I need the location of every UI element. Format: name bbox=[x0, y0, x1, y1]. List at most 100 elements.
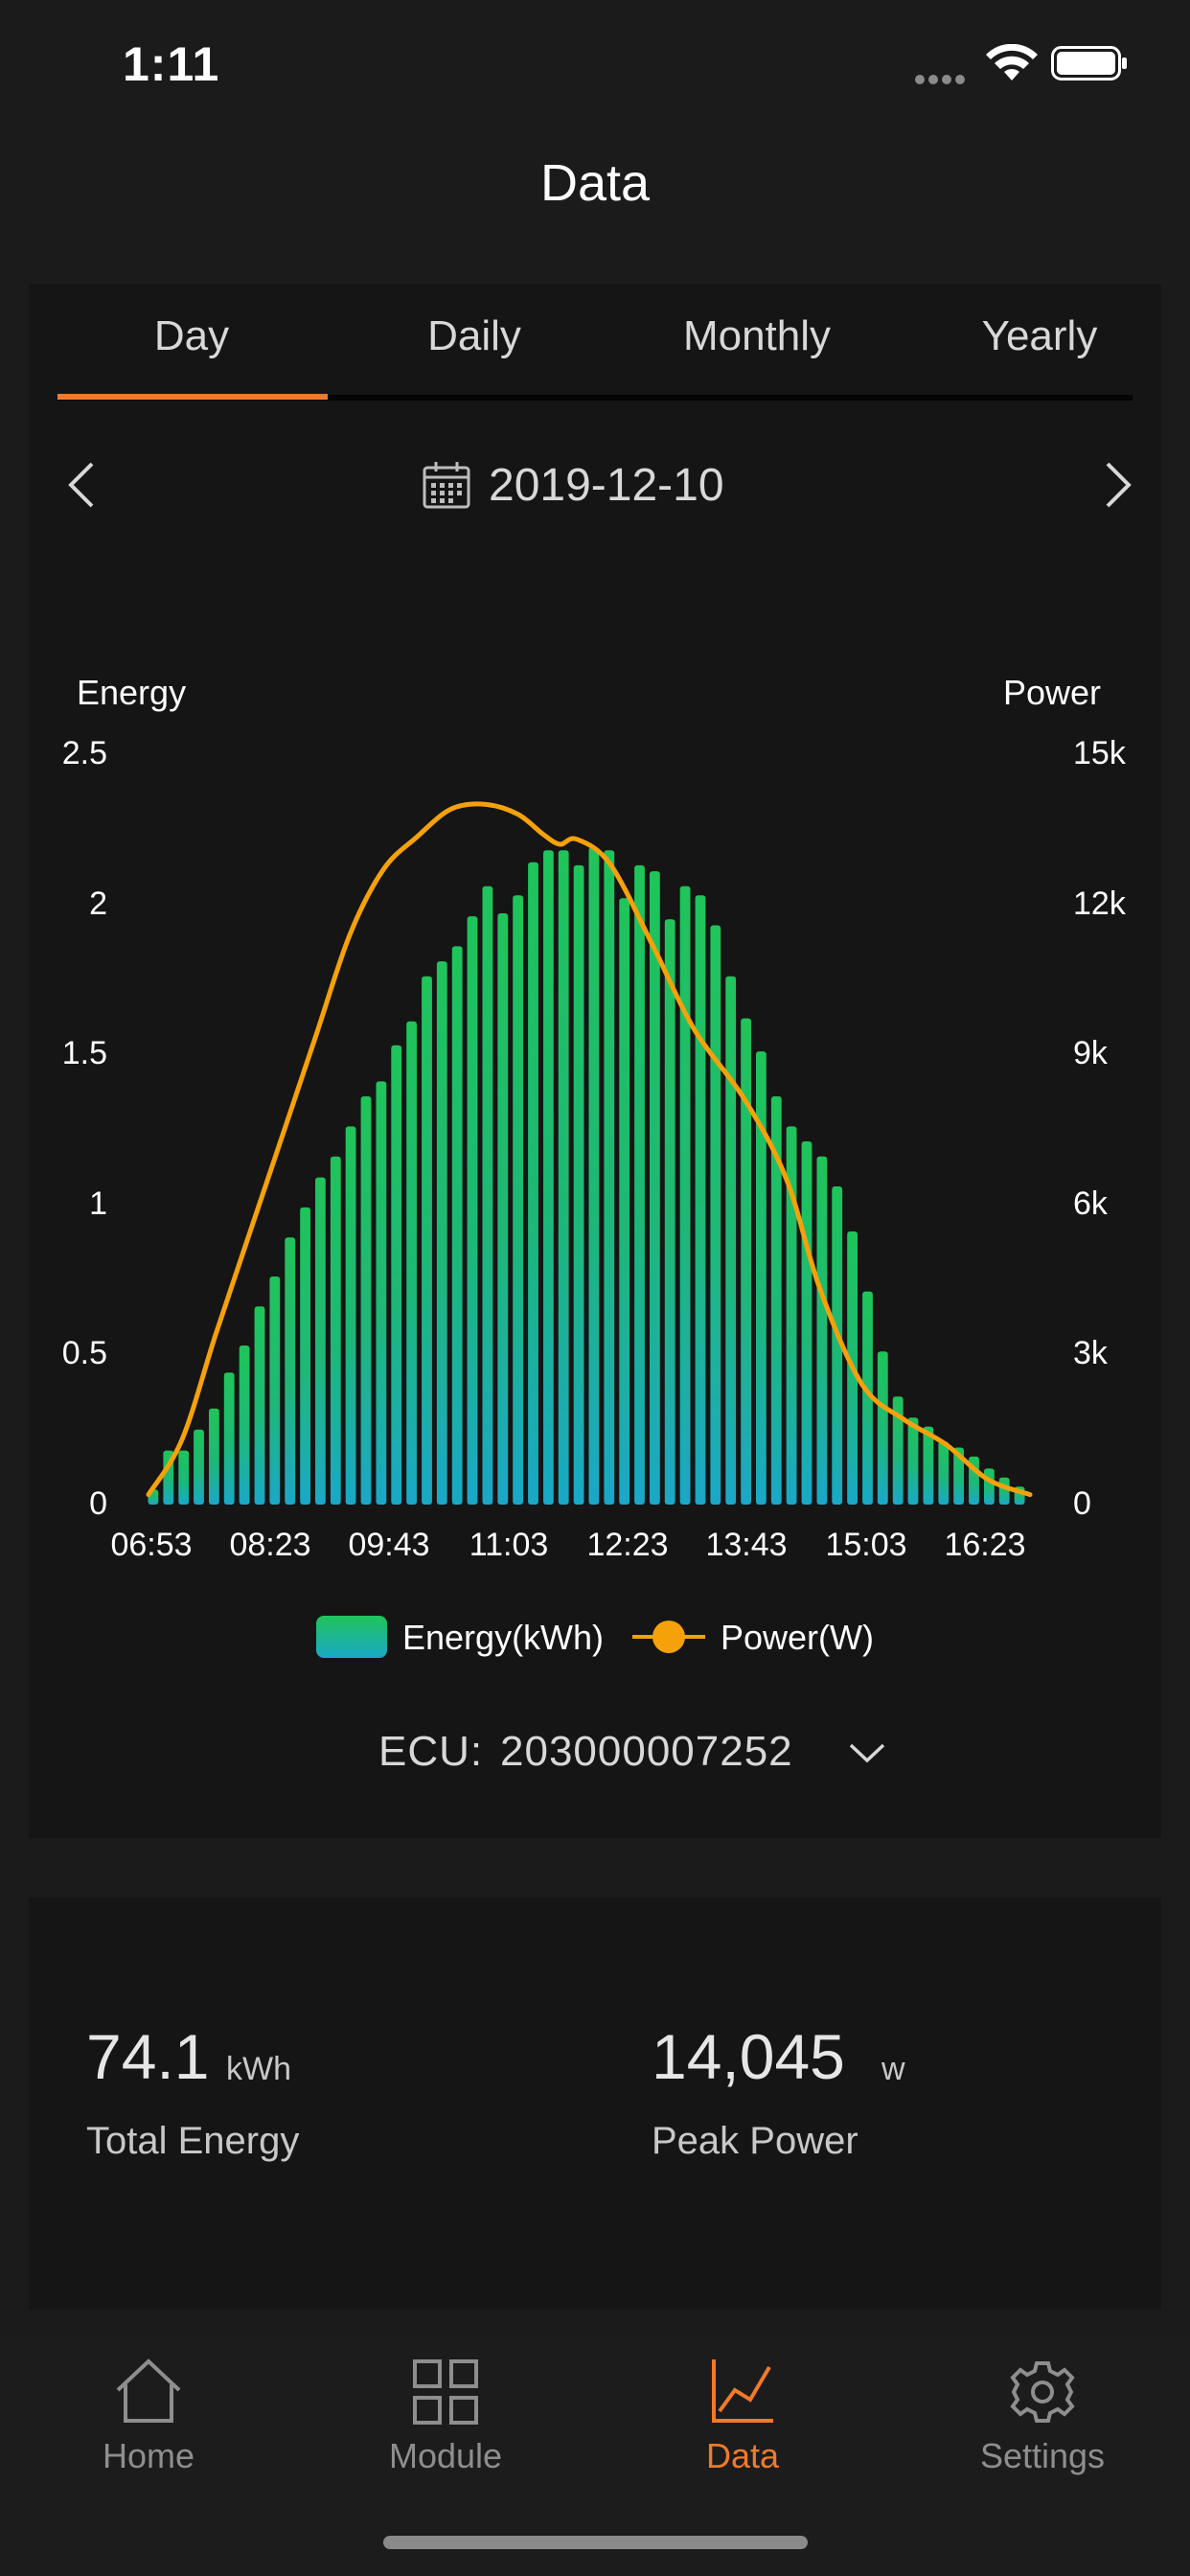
tab-day[interactable]: Day bbox=[153, 312, 230, 359]
tab-bar-item-module[interactable]: Module bbox=[321, 2356, 570, 2499]
energy-bar bbox=[209, 1408, 219, 1505]
right-tick-label: 0 bbox=[1073, 1485, 1091, 1522]
x-tick-label: 12:23 bbox=[586, 1527, 669, 1563]
energy-bar bbox=[528, 862, 538, 1505]
summary-card: 74.1 kWh Total Energy 14,045 w Peak Powe… bbox=[29, 1898, 1161, 2310]
left-tick-label: 2.5 bbox=[61, 735, 107, 771]
energy-bar bbox=[254, 1306, 265, 1505]
tab-bar-label: Home bbox=[102, 2436, 195, 2475]
ecu-value: 203000007252 bbox=[500, 1728, 793, 1775]
energy-bar bbox=[619, 898, 630, 1505]
energy-bar bbox=[239, 1346, 250, 1505]
energy-bar bbox=[801, 1141, 812, 1505]
right-tick-label: 12k bbox=[1073, 886, 1126, 922]
energy-legend-label: Energy(kWh) bbox=[402, 1618, 605, 1657]
tab-bar-item-data[interactable]: Data bbox=[618, 2356, 867, 2499]
energy-bar bbox=[679, 886, 691, 1505]
energy-bar bbox=[345, 1126, 356, 1505]
period-tabs: Day Daily Monthly Yearly bbox=[57, 284, 1133, 401]
energy-bar bbox=[756, 1051, 767, 1505]
left-tick-label: 0.5 bbox=[61, 1335, 107, 1371]
energy-bar bbox=[543, 850, 554, 1505]
energy-bar bbox=[892, 1396, 904, 1505]
battery-icon bbox=[1051, 46, 1127, 80]
x-tick-label: 15:03 bbox=[825, 1527, 907, 1563]
left-tick-label: 1 bbox=[89, 1185, 107, 1222]
tab-track bbox=[57, 395, 1133, 401]
energy-bar bbox=[467, 916, 478, 1505]
energy-bar bbox=[741, 1018, 751, 1505]
chart-legend: Energy(kWh) Power(W) bbox=[0, 1616, 1190, 1664]
tab-daily[interactable]: Daily bbox=[427, 312, 521, 359]
energy-bar bbox=[436, 961, 447, 1505]
peak-power-label: Peak Power bbox=[652, 2120, 858, 2162]
energy-bar bbox=[178, 1450, 190, 1505]
home-indicator bbox=[383, 2536, 808, 2549]
energy-bar bbox=[497, 913, 509, 1505]
energy-bar bbox=[816, 1156, 828, 1505]
left-tick-label: 0 bbox=[89, 1485, 107, 1522]
tab-bar-label: Settings bbox=[979, 2436, 1106, 2475]
energy-bar bbox=[832, 1186, 843, 1505]
energy-bars bbox=[148, 847, 1025, 1505]
energy-bar bbox=[482, 886, 493, 1505]
date-picker[interactable]: 2019-12-10 bbox=[422, 456, 724, 514]
energy-bar bbox=[984, 1468, 995, 1505]
peak-power-unit: w bbox=[881, 2051, 905, 2087]
gear-icon bbox=[1010, 2361, 1075, 2423]
x-tick-label: 16:23 bbox=[944, 1527, 1026, 1563]
energy-bar bbox=[360, 1096, 372, 1505]
energy-bar bbox=[391, 1045, 402, 1505]
energy-bar bbox=[513, 895, 523, 1505]
energy-bar bbox=[376, 1081, 387, 1505]
energy-bar bbox=[786, 1126, 797, 1505]
energy-power-chart bbox=[146, 801, 1033, 1505]
right-tick-label: 3k bbox=[1073, 1335, 1108, 1371]
left-tick-label: 2 bbox=[89, 886, 107, 922]
energy-bar bbox=[862, 1291, 873, 1505]
energy-bar bbox=[588, 847, 600, 1505]
energy-bar bbox=[406, 1021, 417, 1505]
x-tick-label: 13:43 bbox=[705, 1527, 788, 1563]
left-axis-title: Energy bbox=[77, 673, 187, 712]
tab-bar-item-home[interactable]: Home bbox=[24, 2356, 273, 2499]
status-bar: 1:11 bbox=[0, 0, 1190, 134]
left-tick-label: 1.5 bbox=[61, 1035, 107, 1071]
tab-bar-item-settings[interactable]: Settings bbox=[918, 2356, 1167, 2499]
previous-date-button[interactable] bbox=[48, 447, 115, 523]
energy-bar bbox=[422, 976, 432, 1505]
tab-bar-label: Module bbox=[388, 2436, 503, 2475]
tab-monthly[interactable]: Monthly bbox=[682, 312, 832, 359]
energy-bar bbox=[664, 919, 675, 1505]
energy-bar bbox=[650, 871, 660, 1505]
right-tick-label: 6k bbox=[1073, 1185, 1108, 1222]
tab-yearly[interactable]: Yearly bbox=[981, 312, 1098, 359]
status-time: 1:11 bbox=[123, 37, 220, 91]
wifi-icon bbox=[986, 44, 1038, 80]
power-legend-label: Power(W) bbox=[721, 1618, 874, 1657]
total-energy-value: 74.1 bbox=[86, 2021, 210, 2092]
energy-bar bbox=[938, 1441, 950, 1505]
energy-legend-swatch bbox=[316, 1616, 387, 1658]
x-tick-label: 11:03 bbox=[469, 1527, 549, 1563]
energy-bar bbox=[770, 1096, 782, 1505]
energy-bar bbox=[634, 864, 645, 1505]
energy-bar bbox=[725, 976, 737, 1505]
bottom-tab-bar: Home Module Data Settings bbox=[0, 2336, 1190, 2576]
page-title: Data bbox=[539, 154, 651, 212]
calendar-icon bbox=[423, 462, 470, 509]
cellular-signal-icon bbox=[915, 72, 973, 84]
next-date-button[interactable] bbox=[1085, 447, 1152, 523]
energy-bar bbox=[604, 850, 615, 1505]
energy-bar bbox=[923, 1426, 934, 1505]
peak-power-value: 14,045 bbox=[652, 2021, 845, 2092]
energy-bar bbox=[558, 850, 569, 1505]
power-legend-marker bbox=[632, 1621, 705, 1653]
energy-bar bbox=[194, 1429, 204, 1505]
date-label: 2019-12-10 bbox=[489, 459, 724, 511]
ecu-selector[interactable]: ECU: 203000007252 bbox=[0, 1720, 1190, 1787]
energy-bar bbox=[710, 925, 721, 1505]
chevron-down-icon[interactable] bbox=[843, 1734, 891, 1772]
energy-bar bbox=[998, 1477, 1010, 1505]
energy-bar bbox=[695, 895, 706, 1505]
